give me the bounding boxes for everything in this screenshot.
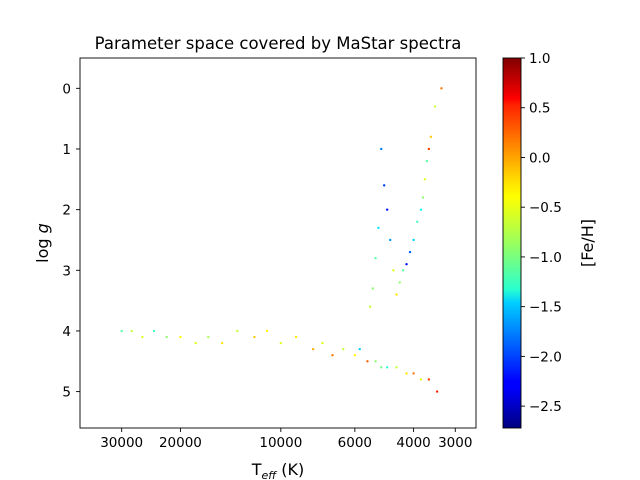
y-tick-label: 2 — [62, 203, 71, 219]
data-point — [395, 293, 398, 296]
data-point — [294, 335, 298, 339]
colorbar-tick-label: −1.0 — [529, 250, 562, 266]
colorbar-ticks: 1.0 0.5 0.0 −0.5 −1.0 −1.5 −2.0 −2.5 — [521, 51, 562, 415]
plot-frame — [79, 57, 477, 429]
y-tick-label: 5 — [62, 385, 71, 401]
data-point — [398, 281, 401, 284]
data-point — [141, 335, 144, 339]
data-point — [371, 287, 375, 290]
x-tick-label: 6000 — [338, 435, 372, 451]
y-tick-label: 1 — [62, 142, 71, 158]
data-point — [429, 135, 433, 139]
data-point — [253, 335, 256, 339]
data-point — [380, 366, 383, 369]
data-point — [427, 378, 431, 381]
colorbar-tick-label: 0.0 — [529, 150, 550, 166]
y-tick-label: 0 — [62, 81, 71, 97]
colorbar — [502, 57, 522, 429]
colorbar-tick-label: −2.0 — [529, 349, 562, 365]
data-point — [423, 178, 427, 181]
data-point — [207, 335, 210, 339]
data-point — [165, 335, 168, 339]
data-point — [440, 87, 443, 90]
data-point — [405, 263, 408, 266]
x-axis-ticks: 30000 20000 10000 6000 4000 3000 — [100, 428, 472, 451]
colorbar-tick-label: 0.5 — [529, 101, 550, 117]
data-point — [435, 390, 439, 393]
data-point — [236, 329, 239, 333]
data-point — [374, 360, 377, 363]
data-point — [380, 147, 383, 151]
data-point — [412, 238, 415, 242]
data-point — [368, 305, 372, 308]
colorbar-tick-label: 1.0 — [529, 51, 550, 67]
data-point — [279, 341, 283, 345]
colorbar-tick-label: −0.5 — [529, 200, 562, 216]
colorbar-tick-label: −1.5 — [529, 300, 562, 316]
y-tick-label: 3 — [62, 263, 71, 279]
scatter-points — [120, 87, 443, 393]
data-point — [342, 347, 345, 351]
data-point — [382, 184, 386, 187]
data-point — [419, 208, 423, 211]
data-point — [353, 354, 357, 357]
data-point — [433, 105, 437, 108]
data-point — [412, 372, 415, 375]
y-axis-label: log g — [33, 223, 52, 263]
x-tick-label: 30000 — [100, 435, 143, 451]
data-point — [265, 329, 269, 333]
data-point — [311, 347, 315, 351]
data-point — [395, 366, 398, 369]
y-axis-ticks: 0 1 2 3 4 5 — [62, 81, 80, 401]
data-point — [377, 226, 380, 230]
data-point — [416, 220, 419, 223]
data-point — [374, 256, 377, 260]
data-point — [366, 360, 369, 363]
data-point — [179, 335, 182, 339]
x-tick-label: 10000 — [259, 435, 302, 451]
data-point — [405, 372, 408, 375]
data-point — [401, 269, 405, 272]
x-tick-label: 4000 — [396, 435, 430, 451]
data-point — [385, 366, 389, 369]
data-point — [425, 159, 429, 163]
data-point — [421, 196, 425, 199]
data-point — [220, 341, 224, 345]
data-point — [321, 341, 324, 345]
data-point — [152, 329, 156, 333]
data-point — [408, 250, 412, 254]
data-point — [385, 208, 389, 211]
x-axis-label: Teff (K) — [251, 460, 305, 480]
colorbar-tick-label: −2.5 — [529, 399, 562, 415]
data-point — [194, 341, 197, 345]
data-point — [120, 329, 123, 333]
data-point — [130, 329, 133, 333]
x-tick-label: 20000 — [159, 435, 202, 451]
x-tick-label: 3000 — [438, 435, 472, 451]
data-point — [389, 238, 392, 242]
data-point — [331, 354, 334, 357]
data-point — [427, 147, 431, 151]
colorbar-label: [Fe/H] — [578, 219, 597, 267]
y-tick-label: 4 — [62, 324, 71, 340]
data-point — [392, 269, 395, 272]
data-point — [419, 378, 423, 381]
chart-title: Parameter space covered by MaStar spectr… — [95, 34, 462, 53]
data-point — [358, 347, 361, 351]
